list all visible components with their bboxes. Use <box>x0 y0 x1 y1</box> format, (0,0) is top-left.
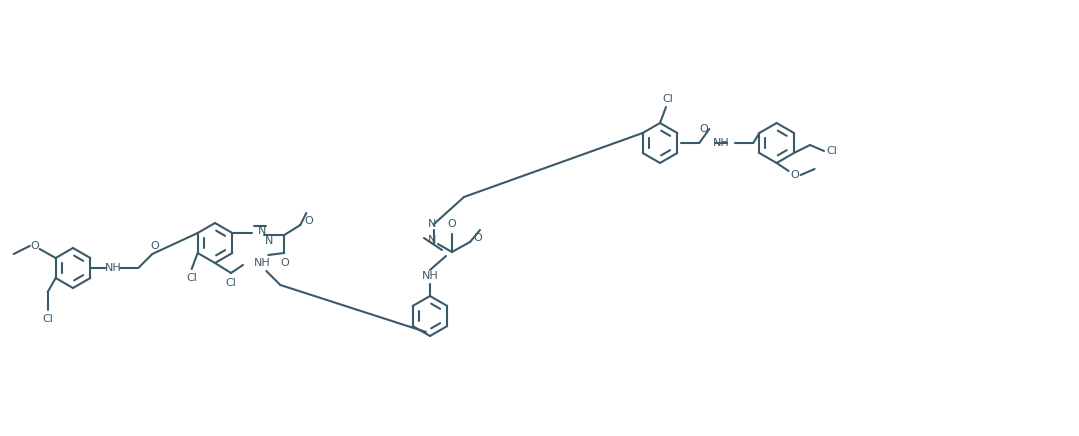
Text: O: O <box>279 258 289 268</box>
Text: NH: NH <box>422 271 438 281</box>
Text: O: O <box>474 233 482 243</box>
Text: N: N <box>427 219 436 229</box>
Text: O: O <box>448 219 456 229</box>
Text: Cl: Cl <box>42 314 53 324</box>
Text: Cl: Cl <box>226 278 236 288</box>
Text: O: O <box>790 170 800 180</box>
Text: O: O <box>304 216 313 226</box>
Text: NH: NH <box>105 263 122 273</box>
Text: O: O <box>699 124 708 134</box>
Text: Cl: Cl <box>187 273 197 283</box>
Text: NH: NH <box>713 138 729 148</box>
Text: O: O <box>30 241 39 251</box>
Text: N: N <box>427 235 436 245</box>
Text: N: N <box>265 236 274 246</box>
Text: N: N <box>258 226 267 236</box>
Text: O: O <box>150 241 159 251</box>
Text: NH: NH <box>254 258 271 268</box>
Text: Cl: Cl <box>663 94 673 104</box>
Text: Cl: Cl <box>827 146 837 156</box>
